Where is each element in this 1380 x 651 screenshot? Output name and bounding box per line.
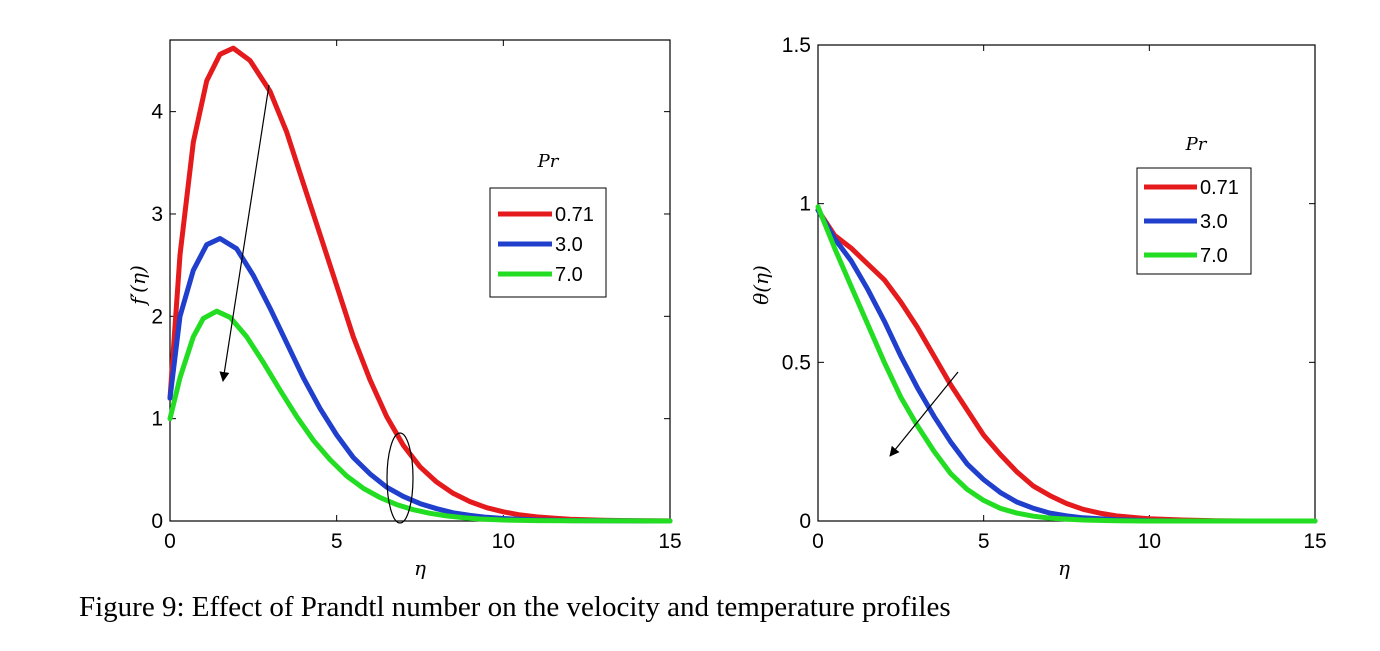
y-tick-label: 1: [799, 193, 811, 216]
x-tick-label: 10: [1138, 530, 1161, 553]
series-line-pr-0-71: [815, 207, 1252, 524]
x-tick-label: 15: [1303, 530, 1326, 553]
trend-arrow: [219, 84, 270, 382]
legend-label-0-71: 0.71: [1200, 177, 1239, 199]
legend: 0.71 3.0 7.0: [1136, 167, 1252, 275]
legend-title: Pr: [1185, 134, 1208, 155]
legend-label-3-0: 3.0: [1200, 211, 1228, 233]
legend-label-7-0: 7.0: [555, 264, 583, 286]
legend-label-0-71: 0.71: [555, 204, 594, 226]
x-tick-label: 10: [492, 530, 515, 553]
x-tick-label: 0: [812, 530, 824, 553]
y-tick-label: 1: [151, 408, 163, 431]
figure-caption: Figure 9: Effect of Prandtl number on th…: [79, 591, 951, 623]
legend-label-7-0: 7.0: [1200, 245, 1228, 267]
x-tick-label: 0: [164, 530, 176, 553]
x-axis-label: η: [414, 556, 426, 580]
trend-arrow: [889, 371, 959, 457]
x-tick-label: 15: [658, 530, 681, 553]
x-tick-label: 5: [331, 530, 343, 553]
series-lines: [167, 45, 673, 524]
axis-ticks: 0 5 10 15 0 0.5 1 1.5: [782, 34, 1327, 553]
plot-frame: [817, 44, 1316, 522]
legend: 0.71 3.0 7.0: [489, 187, 607, 298]
temperature-panel: 0 5 10 15 0 0.5 1 1.5 θ(η) η Pr 0.71 3.0 7.0: [749, 34, 1327, 580]
velocity-panel: 0 5 10 15 0 1 2 3 4 f′(η) η Pr 0.71 3.0 7.0: [126, 39, 682, 580]
legend-label-3-0: 3.0: [555, 234, 583, 256]
y-tick-label: 0: [799, 510, 811, 533]
series-line-pr-0-71: [167, 45, 673, 524]
y-tick-label: 0: [151, 510, 163, 533]
y-tick-label: 0.5: [782, 351, 811, 374]
y-tick-label: 1.5: [782, 34, 811, 57]
y-axis-label: θ(η): [749, 265, 773, 305]
x-tick-label: 5: [978, 530, 990, 553]
y-tick-label: 3: [151, 203, 163, 226]
series-line-pr-7-0: [167, 308, 673, 524]
series-line-pr-7-0: [815, 204, 1318, 524]
y-tick-label: 4: [151, 101, 163, 124]
legend-title: Pr: [537, 151, 560, 172]
x-axis-label: η: [1058, 556, 1070, 580]
y-axis-label: f′(η): [126, 265, 150, 307]
highlight-ellipse: [386, 432, 414, 524]
y-tick-label: 2: [151, 305, 163, 328]
axis-ticks: 0 5 10 15 0 1 2 3 4: [151, 40, 682, 553]
series-lines: [815, 204, 1318, 524]
